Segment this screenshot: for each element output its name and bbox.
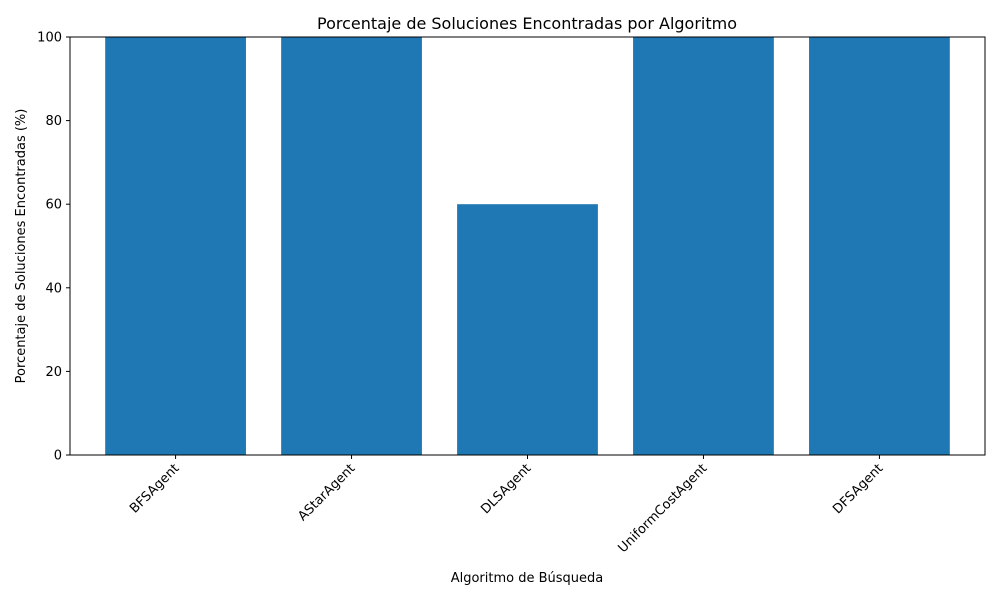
- x-tick-label-astaragent: AStarAgent: [295, 461, 358, 524]
- x-axis-label: Algoritmo de Búsqueda: [451, 571, 604, 586]
- plot-frame: [69, 36, 986, 456]
- y-tick-label: 20: [45, 365, 62, 380]
- bar-uniformcostagent: [633, 37, 774, 455]
- x-tick-label-bfsagent: BFSAgent: [127, 461, 182, 516]
- bar-astaragent: [281, 37, 422, 455]
- y-tick-label: 80: [45, 114, 62, 129]
- chart-title: Porcentaje de Soluciones Encontradas por…: [317, 14, 737, 33]
- y-tick-label: 100: [37, 31, 62, 46]
- x-tick-label-dfsagent: DFSAgent: [830, 461, 886, 517]
- y-tick-label: 60: [45, 198, 62, 213]
- x-tick-label-dlsagent: DLSAgent: [478, 461, 534, 517]
- bar-bfsagent: [105, 37, 246, 455]
- y-tick-label: 40: [45, 281, 62, 296]
- bar-dfsagent: [809, 37, 950, 455]
- x-tick-label-uniformcostagent: UniformCostAgent: [615, 461, 710, 556]
- y-axis: 0 20 40 60 80 100: [37, 31, 70, 464]
- bar-dlsagent: [457, 204, 598, 455]
- y-tick-label: 0: [54, 449, 62, 464]
- bars: [105, 37, 950, 455]
- x-axis: BFSAgent AStarAgent DLSAgent UniformCostAge…: [127, 455, 886, 556]
- y-axis-label: Porcentaje de Soluciones Encontradas (%): [14, 109, 29, 384]
